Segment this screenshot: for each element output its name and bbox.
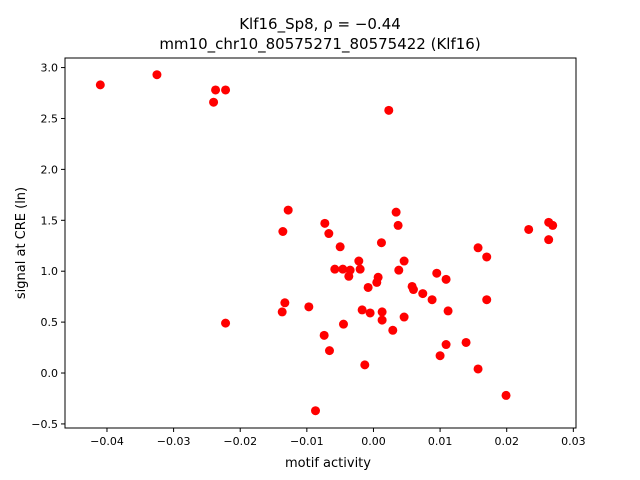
data-point bbox=[524, 224, 534, 234]
data-point bbox=[280, 298, 290, 308]
data-point bbox=[152, 70, 162, 80]
data-point bbox=[443, 306, 453, 316]
data-point bbox=[344, 271, 354, 281]
data-point bbox=[544, 235, 554, 245]
y-tick-label: 2.5 bbox=[41, 112, 59, 125]
data-point bbox=[435, 351, 445, 361]
x-tick-label: 0.02 bbox=[494, 435, 519, 448]
data-point bbox=[473, 364, 483, 374]
data-point bbox=[461, 337, 471, 347]
data-point bbox=[95, 80, 105, 90]
data-points bbox=[95, 70, 558, 416]
y-axis-label: signal at CRE (ln) bbox=[14, 187, 29, 299]
data-point bbox=[441, 274, 451, 284]
data-point bbox=[319, 330, 329, 340]
data-point bbox=[283, 205, 293, 215]
data-point bbox=[320, 218, 330, 228]
x-tick-label: 0.03 bbox=[561, 435, 586, 448]
x-tick-label: 0.01 bbox=[428, 435, 453, 448]
data-point bbox=[399, 256, 409, 266]
data-point bbox=[388, 325, 398, 335]
data-point bbox=[482, 252, 492, 262]
data-point bbox=[324, 229, 334, 239]
chart-title-line2: mm10_chr10_80575271_80575422 (Klf16) bbox=[159, 35, 480, 54]
data-point bbox=[393, 220, 403, 230]
data-point bbox=[399, 312, 409, 322]
data-point bbox=[441, 340, 451, 350]
x-axis-label: motif activity bbox=[285, 456, 371, 471]
data-point bbox=[377, 315, 387, 325]
data-point bbox=[221, 318, 231, 328]
data-point bbox=[355, 264, 365, 274]
data-point bbox=[432, 268, 442, 278]
x-tick-label: −0.01 bbox=[290, 435, 324, 448]
data-point bbox=[338, 264, 348, 274]
data-point bbox=[221, 85, 231, 95]
plot-frame bbox=[64, 57, 577, 429]
data-point bbox=[384, 105, 394, 115]
x-tick-label: 0.00 bbox=[361, 435, 386, 448]
data-point bbox=[482, 295, 492, 305]
y-tick-label: −0.5 bbox=[31, 418, 58, 431]
data-point bbox=[360, 360, 370, 370]
data-point bbox=[330, 264, 340, 274]
y-tick-label: 3.0 bbox=[41, 62, 59, 75]
data-point bbox=[335, 242, 345, 252]
data-point bbox=[304, 302, 314, 312]
data-point bbox=[211, 85, 221, 95]
data-point bbox=[408, 285, 418, 295]
data-point bbox=[548, 220, 558, 230]
data-point bbox=[365, 308, 375, 318]
data-point bbox=[372, 277, 382, 287]
x-tick-label: −0.03 bbox=[157, 435, 191, 448]
x-tick-label: −0.04 bbox=[90, 435, 124, 448]
data-point bbox=[324, 346, 334, 356]
y-tick-label: 1.0 bbox=[41, 265, 59, 278]
data-point bbox=[391, 207, 401, 217]
data-point bbox=[473, 243, 483, 253]
data-point bbox=[363, 282, 373, 292]
y-axis: −0.5 0.0 0.5 1.0 1.5 2.0 2.5 3.0 bbox=[31, 62, 65, 431]
data-point bbox=[418, 289, 428, 299]
data-point bbox=[377, 307, 387, 317]
y-tick-label: 0.0 bbox=[41, 367, 59, 380]
y-tick-label: 2.0 bbox=[41, 163, 59, 176]
x-tick-label: −0.02 bbox=[223, 435, 257, 448]
x-axis: −0.04 −0.03 −0.02 −0.01 0.00 0.01 0.02 0.03 bbox=[90, 428, 586, 448]
data-point bbox=[376, 238, 386, 248]
data-point bbox=[394, 265, 404, 275]
data-point bbox=[354, 256, 364, 266]
y-tick-label: 0.5 bbox=[41, 316, 59, 329]
data-point bbox=[277, 307, 287, 317]
data-point bbox=[427, 295, 437, 305]
data-point bbox=[338, 319, 348, 329]
data-point bbox=[501, 390, 511, 400]
chart-title-line1: Klf16_Sp8, ρ = −0.44 bbox=[239, 15, 401, 34]
data-point bbox=[357, 305, 367, 315]
data-point bbox=[278, 226, 288, 236]
data-point bbox=[311, 406, 321, 416]
y-tick-label: 1.5 bbox=[41, 214, 59, 227]
data-point bbox=[209, 97, 219, 107]
